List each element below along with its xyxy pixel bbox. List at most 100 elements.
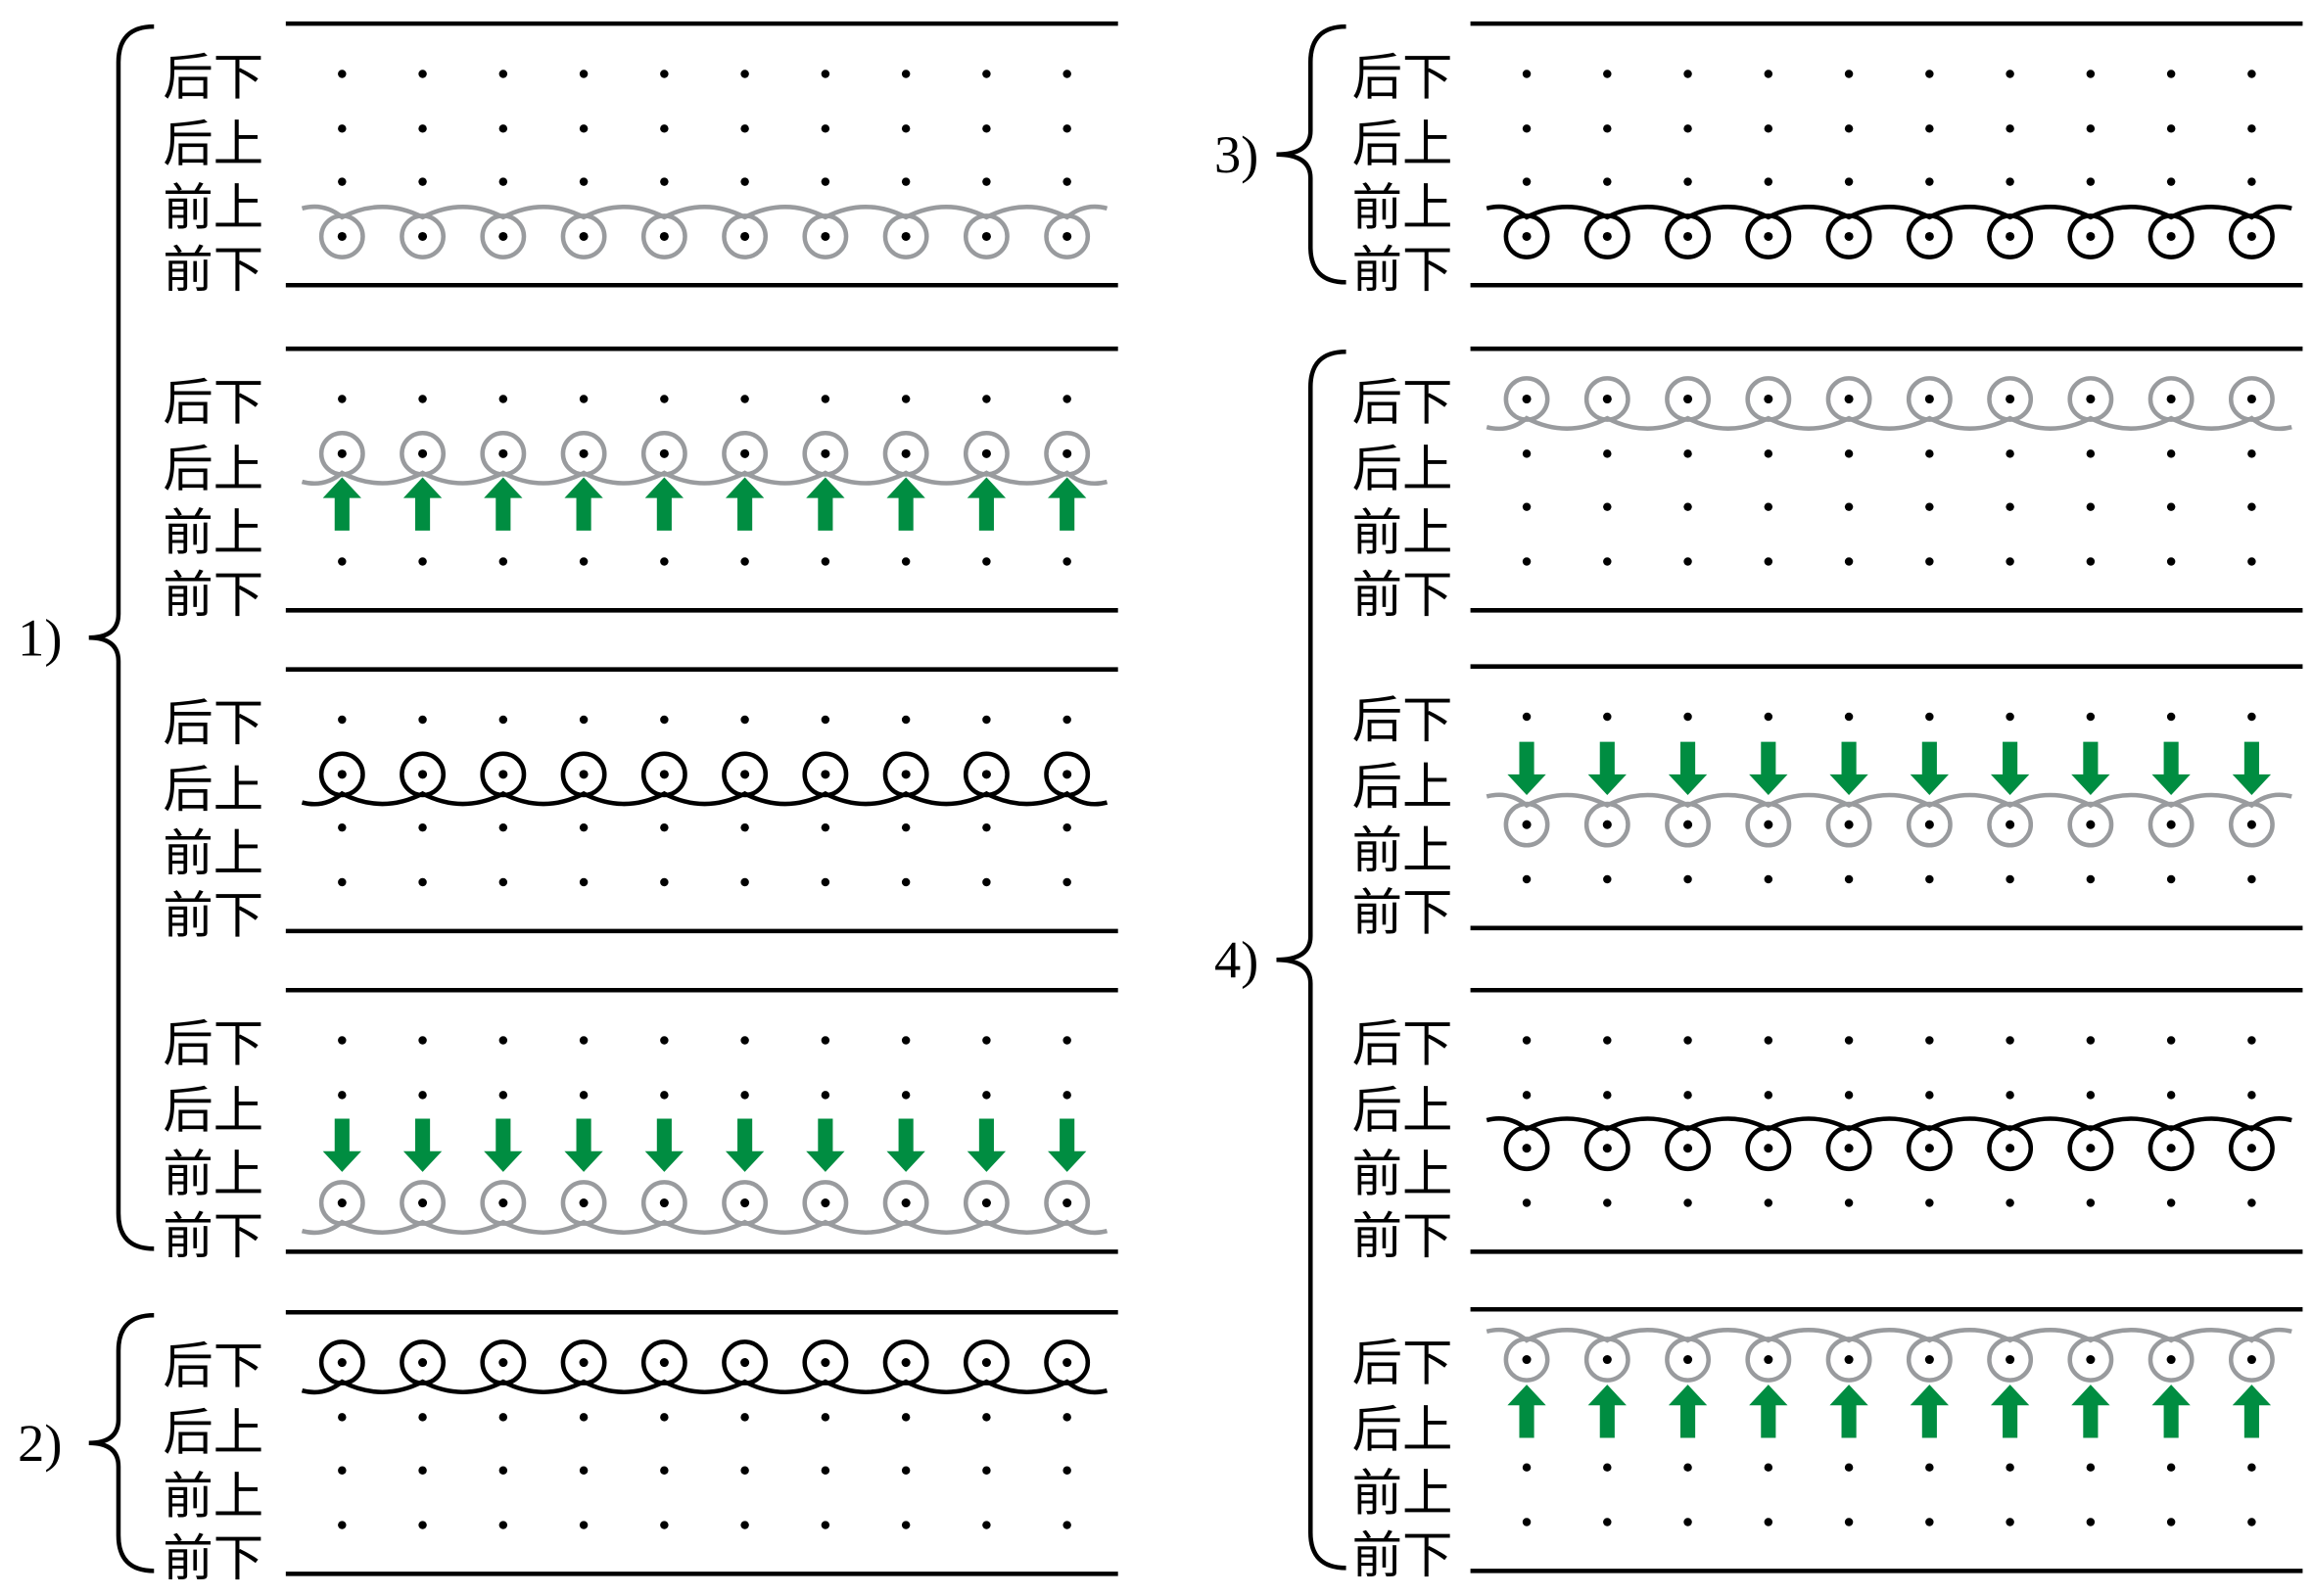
dot-icon bbox=[338, 1091, 347, 1100]
dot-icon bbox=[1683, 820, 1693, 829]
row-label: 前上 bbox=[163, 1468, 263, 1526]
dot-icon bbox=[821, 877, 830, 887]
dot-icon bbox=[2247, 1036, 2256, 1045]
dot-icon bbox=[982, 1036, 991, 1045]
dot-icon bbox=[2006, 1144, 2015, 1153]
dot-icon bbox=[2247, 874, 2256, 884]
dot-icon bbox=[1844, 1518, 1854, 1526]
dot-icon bbox=[1844, 1144, 1854, 1153]
arrow-down-icon bbox=[1749, 741, 1788, 795]
row-label: 后上 bbox=[1352, 758, 1453, 817]
arrow-up-icon bbox=[806, 477, 845, 531]
dot-icon bbox=[1925, 70, 1934, 78]
dot-icon bbox=[1764, 1354, 1773, 1365]
dot-icon bbox=[2247, 177, 2256, 186]
dot-icon bbox=[981, 1358, 991, 1368]
dot-icon bbox=[1683, 557, 1692, 566]
dot-icon bbox=[338, 557, 347, 566]
dot-icon bbox=[1603, 557, 1612, 566]
dot-icon bbox=[740, 1358, 750, 1368]
dot-icon bbox=[982, 1091, 991, 1100]
dot-icon bbox=[821, 1036, 830, 1045]
arrow-up-icon bbox=[1910, 1385, 1950, 1438]
dot-icon bbox=[579, 124, 589, 133]
dot-icon bbox=[1522, 1036, 1532, 1045]
dot-icon bbox=[418, 177, 427, 186]
dot-icon bbox=[1522, 70, 1532, 78]
dot-icon bbox=[2247, 1518, 2256, 1526]
dot-icon bbox=[1603, 502, 1612, 511]
row-label: 后下 bbox=[163, 374, 263, 433]
dot-icon bbox=[982, 1413, 991, 1422]
dot-icon bbox=[579, 1413, 589, 1422]
row-label: 后上 bbox=[163, 1082, 263, 1141]
row-label: 后下 bbox=[1352, 1335, 1453, 1393]
arrow-down-icon bbox=[2151, 741, 2191, 795]
row-label: 前上 bbox=[163, 1146, 263, 1204]
dot-icon bbox=[1925, 177, 1934, 186]
dot-icon bbox=[740, 448, 750, 458]
dot-icon bbox=[1062, 70, 1071, 78]
row-label: 后上 bbox=[1352, 1401, 1453, 1460]
dot-icon bbox=[1844, 231, 1854, 242]
dot-icon bbox=[740, 1198, 750, 1208]
dot-icon bbox=[2246, 1144, 2256, 1153]
dot-icon bbox=[1844, 394, 1854, 404]
dot-icon bbox=[498, 70, 508, 78]
dot-icon bbox=[1062, 1466, 1071, 1475]
dot-icon bbox=[418, 124, 427, 133]
dot-icon bbox=[901, 822, 911, 832]
arrow-down-icon bbox=[1507, 741, 1546, 795]
dot-icon bbox=[1522, 502, 1532, 511]
row-label: 前上 bbox=[1352, 1465, 1453, 1524]
dot-icon bbox=[2006, 712, 2014, 722]
dot-icon bbox=[821, 70, 830, 78]
row-label: 前下 bbox=[1352, 1526, 1453, 1585]
coil-row bbox=[301, 751, 1109, 807]
dot-icon bbox=[821, 177, 830, 186]
dot-icon bbox=[1062, 1198, 1072, 1208]
coil-row bbox=[301, 204, 1109, 259]
dot-icon bbox=[2006, 1518, 2014, 1526]
dot-icon bbox=[1522, 177, 1532, 186]
dot-icon bbox=[2166, 712, 2176, 722]
dot-icon bbox=[2086, 1198, 2096, 1207]
dot-icon bbox=[740, 231, 750, 242]
dot-icon bbox=[1683, 124, 1692, 133]
dot-icon bbox=[740, 1521, 749, 1529]
wire-wave bbox=[1486, 415, 2292, 432]
dot-icon bbox=[1062, 395, 1071, 403]
dot-icon bbox=[901, 557, 911, 566]
dot-icon bbox=[981, 1198, 991, 1208]
row-label: 后上 bbox=[1352, 1082, 1453, 1141]
arrow-up-icon bbox=[725, 477, 765, 531]
row-label: 前下 bbox=[1352, 566, 1453, 625]
dot-icon bbox=[1925, 712, 1934, 722]
dot-icon bbox=[1764, 1091, 1773, 1100]
row-label: 前上 bbox=[1352, 178, 1453, 237]
group-label: 3) bbox=[1214, 125, 1258, 184]
wire-wave bbox=[301, 790, 1109, 807]
arrow-up-icon bbox=[644, 477, 684, 531]
dot-icon bbox=[1062, 715, 1071, 725]
dot-icon bbox=[821, 124, 830, 133]
dot-icon bbox=[338, 715, 347, 725]
dot-icon bbox=[1764, 449, 1773, 458]
dot-icon bbox=[498, 557, 508, 566]
dot-icon bbox=[2006, 1354, 2015, 1365]
dot-icon bbox=[1522, 1518, 1532, 1526]
dot-icon bbox=[1603, 1198, 1612, 1207]
dot-icon bbox=[579, 715, 589, 725]
dot-icon bbox=[418, 448, 428, 458]
dot-icon bbox=[2247, 712, 2256, 722]
dot-icon bbox=[1925, 557, 1934, 566]
arrow-up-icon bbox=[886, 477, 925, 531]
dot-icon bbox=[1683, 874, 1692, 884]
dot-icon bbox=[1062, 770, 1072, 779]
arrow-row bbox=[1507, 1385, 2272, 1438]
dot-icon bbox=[982, 124, 991, 133]
dot-icon bbox=[740, 822, 749, 832]
dot-icon bbox=[901, 448, 911, 458]
dot-icon bbox=[579, 70, 589, 78]
